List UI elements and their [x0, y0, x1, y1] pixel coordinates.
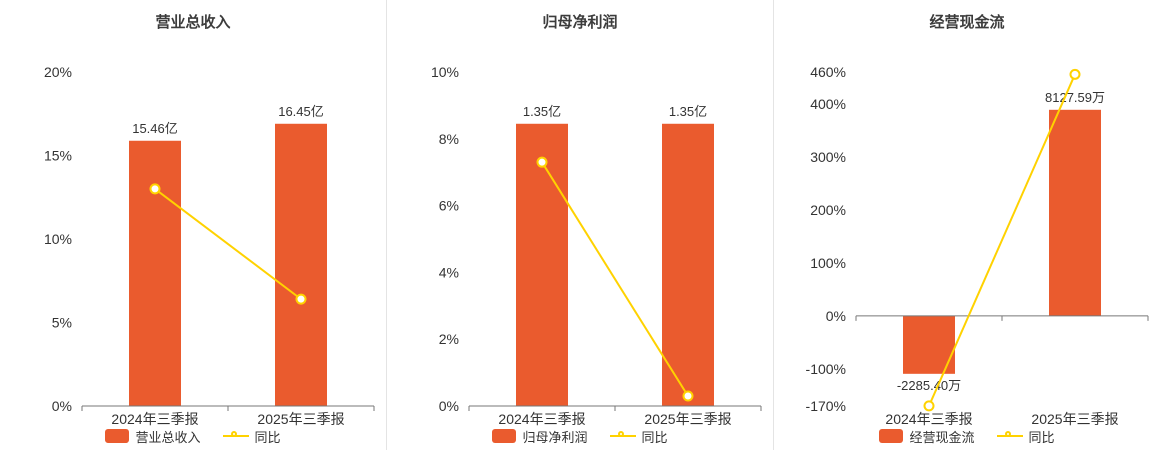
legend-label: 同比 [254, 429, 281, 445]
legend-item-bar-series[interactable]: 营业总收入 [105, 427, 201, 446]
yoy-marker [149, 183, 161, 195]
chart-panel-revenue: 营业总收入 20% 15% 10% 5% 0% 15.46亿 16.45亿 2024年三季报 2… [0, 0, 387, 450]
bar-value-label: 1.35亿 [523, 104, 561, 119]
legend-label: 归母净利润 [522, 429, 588, 445]
y-axis-tick-label: 5% [52, 315, 72, 331]
legend-label: 营业总收入 [135, 429, 201, 445]
y-axis-tick-label: 4% [439, 264, 459, 280]
y-axis-tick-label: 20% [44, 64, 72, 80]
yoy-marker [1069, 68, 1081, 80]
bar [129, 140, 181, 406]
bar [662, 123, 714, 407]
bar-swatch-icon [879, 429, 904, 443]
y-axis-tick-label: 8% [439, 131, 459, 147]
y-axis-tick-label: 10% [44, 231, 72, 247]
yoy-marker [682, 390, 694, 402]
bar [275, 123, 327, 407]
legend-item-bar-series[interactable]: 归母净利润 [492, 427, 588, 446]
chart-legend: 营业总收入 同比 [105, 426, 281, 446]
y-axis-tick-label: -100% [806, 361, 846, 377]
yoy-line [928, 73, 1076, 407]
yoy-line [154, 188, 302, 300]
bar [516, 123, 568, 407]
chart-title: 营业总收入 [155, 14, 231, 31]
bar-swatch-icon [105, 429, 130, 443]
chart-title: 经营现金流 [929, 14, 1005, 31]
chart-legend: 归母净利润 同比 [492, 426, 668, 446]
x-axis-category-label: 2024年三季报 [498, 411, 585, 427]
y-axis-tick-label: 100% [810, 255, 846, 271]
legend-label: 同比 [1028, 429, 1055, 445]
x-axis-category-label: 2025年三季报 [644, 411, 731, 427]
y-axis-tick-label: 15% [44, 148, 72, 164]
bar-value-label: 1.35亿 [669, 104, 707, 119]
chart-panel-operating-cash-flow: 经营现金流 460% 400% 300% 200% 100% 0% -100% -170% -2… [774, 0, 1160, 450]
y-axis-tick-label: 10% [431, 64, 459, 80]
legend-label: 经营现金流 [909, 429, 975, 445]
y-axis-tick-label: -170% [806, 398, 846, 414]
yoy-marker [536, 156, 548, 168]
legend-label: 同比 [641, 429, 668, 445]
line-marker-icon [609, 430, 636, 442]
y-axis-tick-label: 0% [439, 398, 459, 414]
yoy-marker [923, 400, 935, 412]
legend-item-bar-series[interactable]: 经营现金流 [879, 427, 975, 446]
y-axis-tick-label: 6% [439, 198, 459, 214]
yoy-line [541, 161, 689, 397]
bar-value-label: 16.45亿 [278, 104, 324, 119]
y-axis-tick-label: 0% [826, 308, 846, 324]
legend-item-line-series[interactable]: 同比 [222, 427, 281, 446]
bar-value-label: 15.46亿 [132, 121, 178, 136]
bar [1049, 109, 1101, 316]
yoy-marker [295, 293, 307, 305]
y-axis-tick-label: 200% [810, 202, 846, 218]
legend-item-line-series[interactable]: 同比 [996, 427, 1055, 446]
net-profit-chart: 10% 8% 6% 4% 2% 0% 1.35亿 1.35亿 2024年三季报 2025年三季报 [431, 64, 762, 427]
x-axis-category-label: 2025年三季报 [257, 411, 344, 427]
revenue-chart: 20% 15% 10% 5% 0% 15.46亿 16.45亿 2024年三季报 2025年三季… [44, 64, 375, 427]
y-axis-tick-label: 0% [52, 398, 72, 414]
y-axis-tick-label: 400% [810, 96, 846, 112]
y-axis-tick-label: 300% [810, 149, 846, 165]
bar-value-label: 8127.59万 [1045, 90, 1105, 105]
bar-swatch-icon [492, 429, 517, 443]
bar-value-label: -2285.40万 [897, 378, 961, 393]
line-marker-icon [996, 430, 1023, 442]
chart-panel-net-profit: 归母净利润 10% 8% 6% 4% 2% 0% 1.35亿 1.35亿 2024年三季报 202… [387, 0, 774, 450]
x-axis-category-label: 2025年三季报 [1031, 411, 1118, 427]
line-marker-icon [222, 430, 249, 442]
x-axis-category-label: 2024年三季报 [885, 411, 972, 427]
y-axis-tick-label: 460% [810, 64, 846, 80]
cash-flow-chart: 460% 400% 300% 200% 100% 0% -100% -170% -2285.40… [806, 64, 1149, 427]
y-axis-tick-label: 2% [439, 331, 459, 347]
legend-item-line-series[interactable]: 同比 [609, 427, 668, 446]
chart-legend: 经营现金流 同比 [879, 426, 1055, 446]
chart-title: 归母净利润 [542, 14, 618, 31]
x-axis-category-label: 2024年三季报 [111, 411, 198, 427]
